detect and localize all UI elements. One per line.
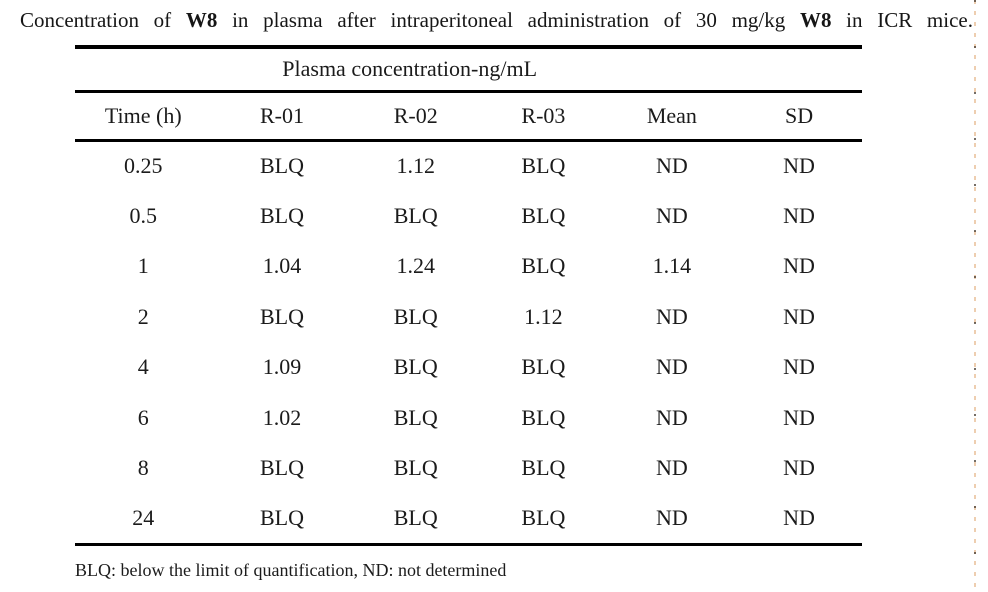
- caption-text-2: in plasma after intraperitoneal administ…: [217, 8, 800, 32]
- cell-r01: BLQ: [259, 303, 304, 329]
- cell-r02: 1.12: [396, 153, 435, 178]
- table-row: 8 BLQ BLQ BLQ ND ND: [75, 443, 862, 494]
- cell-r03: BLQ: [521, 505, 566, 530]
- col-header-r01: R-01: [259, 102, 304, 128]
- cell-r02: BLQ: [393, 202, 438, 228]
- table-row: 4 1.09 BLQ BLQ ND ND: [75, 342, 862, 393]
- cell-mean: ND: [656, 505, 688, 530]
- cell-mean: ND: [656, 153, 688, 178]
- cell-r01: 1.02: [262, 404, 302, 430]
- caption-compound-1: W8: [185, 8, 218, 32]
- cell-r01: 1.09: [262, 354, 302, 380]
- cell-r02: BLQ: [393, 404, 438, 430]
- cell-mean: ND: [656, 354, 688, 380]
- cell-mean: 1.14: [652, 253, 692, 279]
- cell-r03: BLQ: [521, 404, 566, 430]
- page-edge-dotted-mark: [974, 0, 976, 592]
- span-header-spacer: [75, 47, 212, 91]
- cell-time: 1: [137, 253, 149, 279]
- cell-r02: BLQ: [393, 303, 438, 329]
- cell-mean: ND: [656, 202, 688, 228]
- table-row: 24 BLQ BLQ BLQ ND ND: [75, 494, 862, 545]
- cell-sd: ND: [783, 354, 815, 380]
- span-header-spacer: [608, 47, 736, 91]
- table-row: 1 1.04 1.24 BLQ 1.14 ND: [75, 241, 862, 292]
- cell-r03: BLQ: [521, 354, 566, 380]
- cell-r01: BLQ: [259, 153, 304, 178]
- cell-r01: BLQ: [259, 455, 304, 481]
- cell-sd: ND: [783, 153, 815, 178]
- cell-mean: ND: [656, 455, 688, 481]
- plasma-concentration-table: Plasma concentration-ng/mL Time (h) R-01…: [75, 45, 862, 546]
- col-header-time: Time (h): [104, 102, 182, 128]
- col-header-mean: Mean: [646, 102, 697, 128]
- cell-r03: 1.12: [524, 303, 563, 329]
- cell-r02: BLQ: [393, 505, 438, 530]
- cell-sd: ND: [783, 303, 815, 329]
- span-header-label: Plasma concentration-ng/mL: [282, 56, 538, 82]
- cell-sd: ND: [783, 202, 815, 228]
- cell-r01: 1.04: [262, 253, 302, 279]
- cell-r03: BLQ: [521, 253, 566, 279]
- table-footnote: BLQ: below the limit of quantification, …: [75, 560, 507, 580]
- cell-r03: BLQ: [521, 455, 566, 481]
- cell-time: 24: [132, 505, 155, 530]
- cell-sd: ND: [783, 505, 815, 530]
- col-header-r02: R-02: [393, 102, 438, 128]
- cell-sd: ND: [783, 404, 815, 430]
- cell-mean: ND: [656, 303, 688, 329]
- cell-r03: BLQ: [521, 202, 566, 228]
- span-header-row: Plasma concentration-ng/mL: [75, 47, 862, 91]
- table-caption: Concentration of W8 in plasma after intr…: [20, 6, 973, 34]
- column-header-row: Time (h) R-01 R-02 R-03 Mean SD: [75, 91, 862, 140]
- cell-mean: ND: [656, 404, 688, 430]
- cell-r02: BLQ: [393, 354, 438, 380]
- caption-text-1: Concentration of: [20, 8, 186, 32]
- cell-time: 0.25: [124, 153, 163, 178]
- caption-text-3: in ICR mice.: [831, 8, 973, 32]
- cell-sd: ND: [783, 455, 815, 481]
- table-row: 2 BLQ BLQ 1.12 ND ND: [75, 292, 862, 343]
- cell-time: 6: [137, 404, 149, 430]
- col-header-r03: R-03: [521, 102, 566, 128]
- cell-time: 2: [137, 303, 149, 329]
- cell-time: 4: [137, 354, 149, 380]
- cell-r01: BLQ: [259, 505, 304, 530]
- caption-compound-2: W8: [799, 8, 832, 32]
- cell-r02: 1.24: [396, 253, 435, 279]
- cell-time: 0.5: [129, 202, 158, 228]
- cell-sd: ND: [783, 253, 815, 279]
- table-row: 0.25 BLQ 1.12 BLQ ND ND: [75, 140, 862, 191]
- cell-r02: BLQ: [393, 455, 438, 481]
- table-row: 6 1.02 BLQ BLQ ND ND: [75, 393, 862, 444]
- col-header-sd: SD: [784, 102, 814, 128]
- table-row: 0.5 BLQ BLQ BLQ ND ND: [75, 191, 862, 242]
- cell-time: 8: [137, 455, 149, 481]
- cell-r03: BLQ: [521, 153, 566, 178]
- cell-r01: BLQ: [259, 202, 304, 228]
- span-header-spacer: [736, 47, 862, 91]
